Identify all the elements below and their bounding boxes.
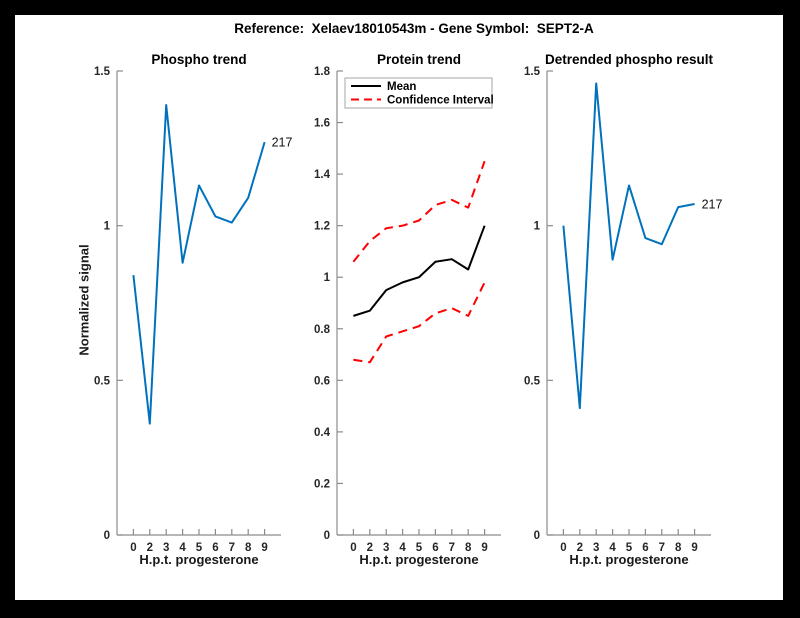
x-axis-label-2: H.p.t. progesterone — [359, 552, 479, 567]
x-tick-label: 8 — [675, 542, 682, 554]
x-tick-label: 7 — [229, 542, 235, 554]
series-mean — [353, 225, 486, 317]
y-tick-label: 1.2 — [314, 221, 330, 233]
protein-trend-svg: 00.20.40.60.811.21.41.61.80 2 3 4 5 6 7 8 9MeanC… — [314, 66, 501, 554]
x-tick-label: 7 — [659, 542, 665, 554]
x-tick-label: 5 — [626, 542, 633, 554]
x-tick-label: 0 — [130, 542, 136, 554]
x-tick-label: 6 — [212, 542, 218, 554]
x-tick-label: 0 — [350, 542, 356, 554]
y-tick-label: 0 — [324, 530, 330, 542]
series-phospho-signal — [132, 104, 266, 425]
y-tick-label: 1 — [324, 272, 331, 284]
x-tick-label: 2 — [147, 542, 153, 554]
y-tick-label: 1.5 — [94, 66, 111, 78]
x-tick-label: 4 — [609, 542, 616, 554]
x-tick-label: 3 — [383, 542, 389, 554]
x-tick-label: 2 — [367, 542, 373, 554]
y-tick-label: 0.5 — [94, 375, 111, 387]
x-tick-label: 0 — [560, 542, 566, 554]
y-tick-label: 0.4 — [314, 427, 331, 439]
y-tick-label: 0.6 — [314, 375, 330, 387]
y-tick-label: 0 — [534, 530, 540, 542]
x-tick-label: 2 — [577, 542, 583, 554]
y-tick-label: 0.5 — [524, 375, 541, 387]
series-end-label: 217 — [272, 136, 293, 150]
legend-entry-label: Mean — [387, 81, 416, 93]
y-tick-label: 1.4 — [314, 169, 331, 181]
series-end-label: 217 — [702, 198, 723, 212]
series-detrended-phospho-signal — [562, 82, 695, 410]
x-tick-label: 9 — [691, 542, 697, 554]
y-tick-label: 1.6 — [314, 118, 330, 130]
protein-trend-plot: 0 0.2 0.4 0.6 0.8 1 1.2 1.4 1.6 1.8 0 2 3 4 5 6 7 8 9 Mean C… — [287, 51, 541, 585]
y-tick-label: 0 — [104, 530, 110, 542]
x-tick-label: 9 — [481, 542, 487, 554]
y-tick-label: 0.2 — [314, 478, 330, 490]
x-tick-label: 8 — [465, 542, 472, 554]
subplot-title-phospho-trend: Phospho trend — [151, 52, 247, 67]
x-tick-label: 3 — [593, 542, 599, 554]
x-tick-label: 7 — [449, 542, 455, 554]
legend-entry-label: Confidence Interval — [387, 95, 494, 107]
x-tick-label: 4 — [179, 542, 186, 554]
y-tick-label: 1 — [534, 221, 541, 233]
subplot-title-protein-trend: Protein trend — [376, 52, 462, 67]
figure-title: Reference: Xelaev18010543m - Gene Symbol… — [234, 21, 594, 36]
x-tick-label: 3 — [163, 542, 169, 554]
x-axis-label-1: H.p.t. progesterone — [139, 552, 259, 567]
x-tick-label: 6 — [432, 542, 438, 554]
series-confidence-interval-lower — [353, 281, 486, 364]
y-tick-label: 1.8 — [314, 66, 331, 78]
y-tick-label: 0.8 — [314, 324, 331, 336]
detrended-phospho-plot: 0 0.5 1 1.5 0 2 3 4 5 6 7 8 9 217 — [497, 51, 751, 585]
x-tick-label: 6 — [642, 542, 648, 554]
x-axis-label-3: H.p.t. progesterone — [569, 552, 689, 567]
x-tick-label: 5 — [196, 542, 203, 554]
phospho-trend-plot: 0 0.5 1 1.5 0 2 3 4 5 6 7 8 9 217 — [67, 51, 321, 585]
figure-canvas: Reference: Xelaev18010543m - Gene Symbol… — [15, 15, 783, 600]
x-tick-label: 9 — [261, 542, 267, 554]
x-tick-label: 5 — [416, 542, 423, 554]
x-tick-label: 8 — [245, 542, 252, 554]
y-tick-label: 1.5 — [524, 66, 541, 78]
subplot-title-detrended-phospho: Detrended phospho result — [544, 52, 714, 67]
series-confidence-interval-upper — [352, 160, 486, 263]
legend-box — [344, 77, 493, 109]
y-tick-label: 1 — [104, 221, 111, 233]
x-tick-label: 4 — [399, 542, 406, 554]
